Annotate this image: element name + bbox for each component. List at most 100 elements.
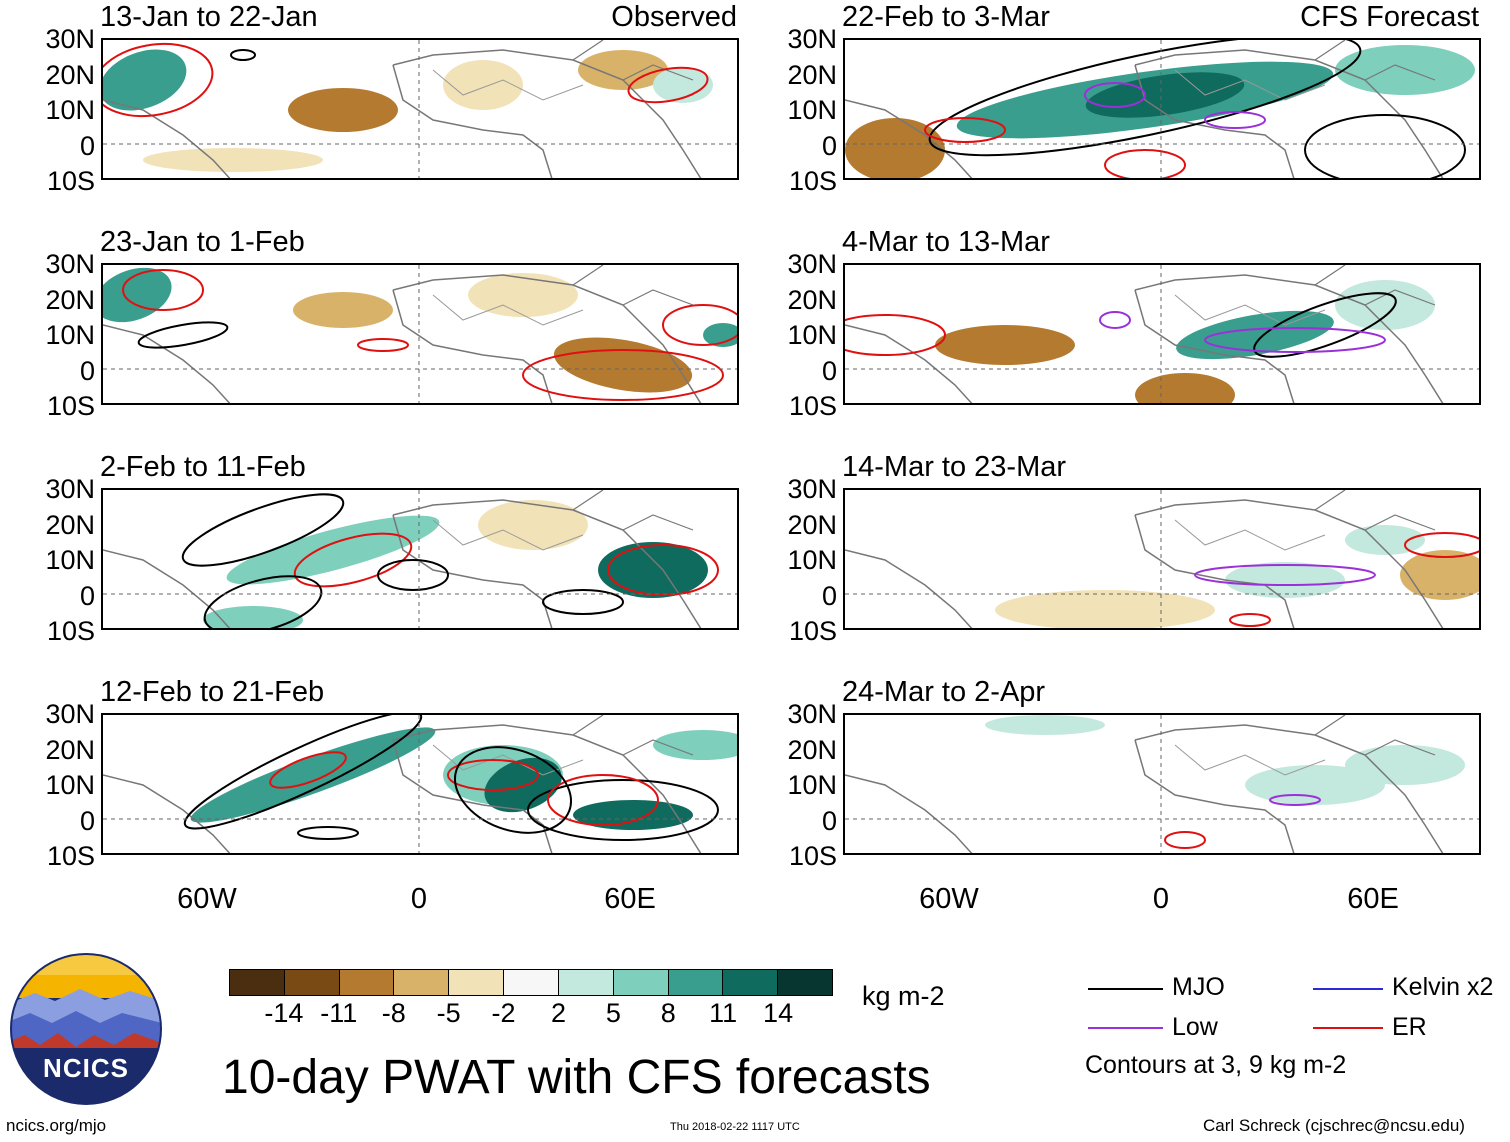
- legend-mjo-line: [1088, 988, 1163, 990]
- legend-er-line: [1313, 1027, 1383, 1029]
- colorbar-tick-4: -2: [491, 998, 516, 1028]
- ncics-logo: NCICS: [10, 953, 162, 1105]
- colorbar-tick-8: 11: [709, 998, 738, 1028]
- right-panel-2-lat-30n: 30N: [787, 474, 837, 504]
- colorbar: [229, 969, 833, 996]
- left-panel-tag-0: Observed: [611, 1, 737, 33]
- left-panel-title-2: 2-Feb to 11-Feb: [100, 451, 306, 483]
- left-map-2: [101, 488, 739, 630]
- colorbar-tick-2: -8: [381, 998, 406, 1028]
- colorbar-swatch-6: [558, 970, 614, 995]
- legend-note: Contours at 3, 9 kg m-2: [1085, 1051, 1347, 1079]
- left-map-0: [101, 38, 739, 180]
- colorbar-swatch-2: [339, 970, 395, 995]
- colorbar-tick-7: 8: [660, 998, 676, 1028]
- footer-author: Carl Schreck (cjschrec@ncsu.edu): [1203, 1116, 1465, 1135]
- right-panel-2-lat-10s: 10S: [788, 616, 837, 646]
- footer-timestamp: Thu 2018-02-22 1117 UTC: [670, 1121, 800, 1133]
- colorbar-units: kg m-2: [862, 981, 945, 1011]
- right-panel-2-lat-10n: 10N: [787, 545, 837, 575]
- right-panel-1-lat-10n: 10N: [787, 320, 837, 350]
- lon-label-60w-right: 60W: [919, 883, 979, 915]
- colorbar-tick-5: 2: [550, 998, 566, 1028]
- legend-er-label: ER: [1392, 1013, 1427, 1041]
- left-panel-3-lat-10n: 10N: [45, 770, 95, 800]
- right-panel-1-lat-20n: 20N: [787, 284, 837, 315]
- right-panel-3-lat-20n: 20N: [787, 734, 837, 765]
- left-panel-1-lat-0: 0: [79, 355, 95, 386]
- right-panel-title-2: 14-Mar to 23-Mar: [842, 451, 1067, 483]
- left-map-1: [101, 263, 739, 405]
- legend-kelvin-line: [1313, 988, 1383, 990]
- left-panel-title-3: 12-Feb to 21-Feb: [100, 676, 325, 708]
- colorbar-swatch-5: [504, 970, 559, 995]
- left-panel-2-lat-10s: 10S: [46, 616, 95, 646]
- left-panel-3-lat-30n: 30N: [45, 699, 95, 729]
- right-panel-3-lat-10s: 10S: [788, 841, 837, 871]
- colorbar-swatch-0: [230, 970, 285, 995]
- left-panel-0-lat-0: 0: [79, 130, 95, 161]
- left-panel-2-lat-20n: 20N: [45, 509, 95, 540]
- colorbar-swatch-1: [284, 970, 340, 995]
- left-panel-3-lat-10s: 10S: [46, 841, 95, 871]
- lon-label-60e-left: 60E: [604, 883, 656, 915]
- colorbar-swatch-4: [449, 970, 505, 995]
- left-panel-2-lat-0: 0: [79, 580, 95, 611]
- lon-label-0-left: 0: [410, 883, 428, 915]
- left-panel-title-0: 13-Jan to 22-Jan: [100, 1, 318, 33]
- left-panel-0-lat-30n: 30N: [45, 24, 95, 54]
- colorbar-swatch-7: [613, 970, 669, 995]
- legend-kelvin-label: Kelvin x2: [1392, 973, 1494, 1001]
- colorbar-swatch-8: [668, 970, 724, 995]
- legend-low-line: [1088, 1027, 1163, 1029]
- left-panel-2-lat-30n: 30N: [45, 474, 95, 504]
- colorbar-tick-0: -14: [264, 998, 304, 1028]
- colorbar-tick-3: -5: [436, 998, 461, 1028]
- right-panel-1-lat-30n: 30N: [787, 249, 837, 279]
- right-panel-title-1: 4-Mar to 13-Mar: [842, 226, 1050, 258]
- colorbar-tick-9: 14: [763, 998, 794, 1028]
- right-panel-1-lat-10s: 10S: [788, 391, 837, 421]
- legend-low-label: Low: [1172, 1013, 1218, 1041]
- right-panel-0-lat-0: 0: [821, 130, 837, 161]
- colorbar-swatch-10: [778, 970, 832, 995]
- right-panel-2-lat-0: 0: [821, 580, 837, 611]
- right-panel-title-3: 24-Mar to 2-Apr: [842, 676, 1046, 708]
- right-map-1: [843, 263, 1481, 405]
- colorbar-tick-6: 5: [605, 998, 621, 1028]
- right-panel-3-lat-0: 0: [821, 805, 837, 836]
- right-map-3: [843, 713, 1481, 855]
- right-panel-0-lat-10n: 10N: [787, 95, 837, 125]
- right-panel-title-0: 22-Feb to 3-Mar: [842, 1, 1050, 33]
- left-panel-title-1: 23-Jan to 1-Feb: [100, 226, 305, 258]
- colorbar-swatch-3: [394, 970, 450, 995]
- logo-text: NCICS: [43, 1053, 129, 1083]
- left-panel-0-lat-10n: 10N: [45, 95, 95, 125]
- main-title: 10-day PWAT with CFS forecasts: [222, 1051, 931, 1104]
- left-panel-1-lat-10n: 10N: [45, 320, 95, 350]
- right-panel-0-lat-10s: 10S: [788, 166, 837, 196]
- left-panel-3-lat-20n: 20N: [45, 734, 95, 765]
- left-panel-3-lat-0: 0: [79, 805, 95, 836]
- lon-label-60e-right: 60E: [1347, 883, 1399, 915]
- lon-label-0-right: 0: [1152, 883, 1170, 915]
- right-panel-0-lat-20n: 20N: [787, 59, 837, 90]
- left-map-3: [101, 713, 739, 855]
- footer-url[interactable]: ncics.org/mjo: [6, 1116, 107, 1135]
- lon-label-60w-left: 60W: [177, 883, 237, 915]
- left-panel-1-lat-20n: 20N: [45, 284, 95, 315]
- colorbar-tick-1: -11: [320, 998, 358, 1028]
- legend-mjo-label: MJO: [1172, 973, 1225, 1001]
- left-panel-0-lat-10s: 10S: [46, 166, 95, 196]
- right-panel-tag-0: CFS Forecast: [1300, 1, 1479, 33]
- right-panel-1-lat-0: 0: [821, 355, 837, 386]
- right-map-0: [843, 38, 1481, 180]
- right-map-2: [843, 488, 1481, 630]
- left-panel-0-lat-20n: 20N: [45, 59, 95, 90]
- left-panel-1-lat-30n: 30N: [45, 249, 95, 279]
- right-panel-3-lat-30n: 30N: [787, 699, 837, 729]
- right-panel-0-lat-30n: 30N: [787, 24, 837, 54]
- left-panel-2-lat-10n: 10N: [45, 545, 95, 575]
- colorbar-swatch-9: [723, 970, 779, 995]
- right-panel-2-lat-20n: 20N: [787, 509, 837, 540]
